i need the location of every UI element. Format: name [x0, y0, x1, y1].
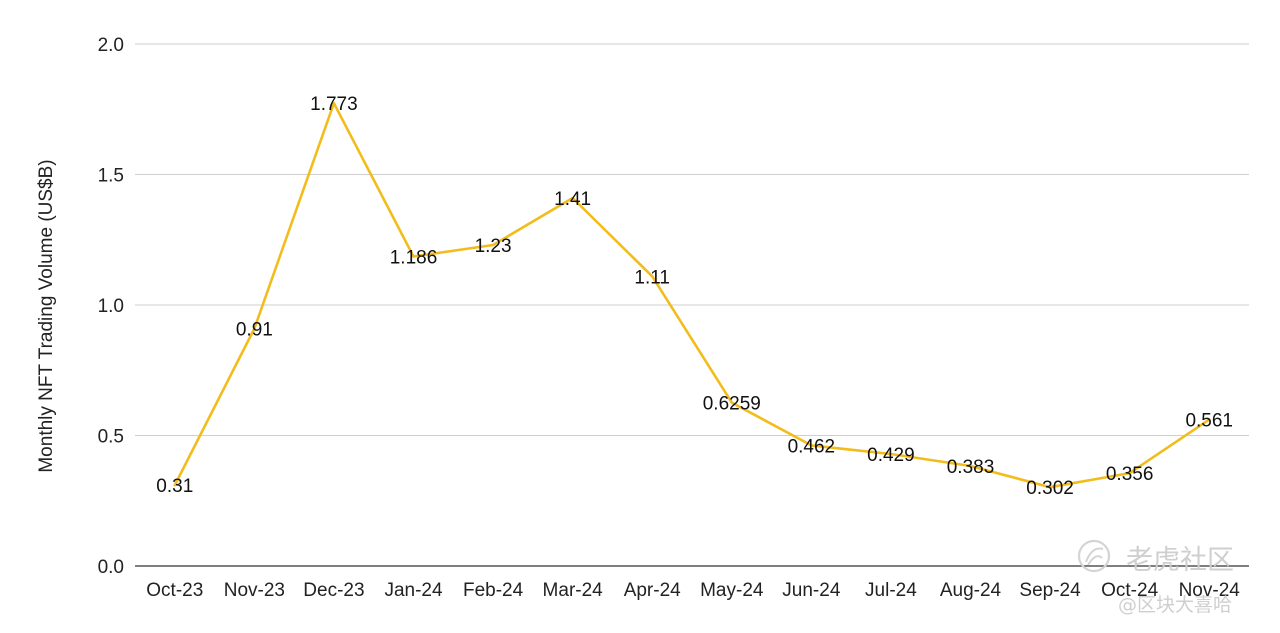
y-tick-label: 0.5: [98, 427, 124, 448]
data-label: 0.462: [788, 436, 836, 457]
x-tick-label: May-24: [700, 580, 764, 601]
watermark-title: 老虎社区: [1126, 545, 1234, 576]
x-tick-label: Dec-23: [303, 580, 364, 601]
x-tick-label: Oct-24: [1101, 580, 1158, 601]
series-line: [173, 101, 1211, 489]
x-tick-label: Mar-24: [543, 580, 604, 601]
data-label: 0.561: [1185, 411, 1233, 432]
x-tick-label: Oct-23: [146, 580, 203, 601]
x-tick-label: Jul-24: [865, 580, 917, 601]
x-tick-label: Apr-24: [624, 580, 681, 601]
x-tick-label: Nov-23: [224, 580, 285, 601]
y-tick-label: 0.0: [98, 557, 124, 578]
tiger-logo-icon: [1077, 539, 1111, 573]
data-labels: 0.31 0.91 1.773 1.186 1.23 1.41 1.11 0.6259 0.46…: [156, 94, 1233, 499]
x-tick-label: Jun-24: [782, 580, 841, 601]
data-label: 0.91: [236, 319, 273, 340]
data-label: 0.31: [156, 476, 193, 497]
data-label: 0.356: [1106, 464, 1154, 485]
series-layer: [173, 101, 1211, 489]
x-axis-ticks: Oct-23 Nov-23 Dec-23 Jan-24 Feb-24 Mar-24 Apr-…: [146, 580, 1240, 601]
x-tick-label: Nov-24: [1179, 580, 1241, 601]
x-tick-label: Aug-24: [940, 580, 1002, 601]
watermark-handle: @区块大喜哈: [1118, 594, 1232, 616]
y-axis-ticks: 0.0 0.5 1.0 1.5 2.0: [98, 35, 124, 578]
data-label: 1.23: [475, 236, 512, 257]
y-tick-label: 1.0: [98, 296, 124, 317]
x-tick-label: Jan-24: [384, 580, 443, 601]
data-label: 0.6259: [703, 394, 761, 415]
data-label: 0.302: [1026, 478, 1074, 499]
x-tick-label: Sep-24: [1019, 580, 1081, 601]
y-tick-label: 2.0: [98, 35, 124, 56]
data-label: 0.383: [947, 457, 995, 478]
data-label: 1.186: [390, 247, 438, 268]
x-tick-label: Feb-24: [463, 580, 524, 601]
gridlines: [135, 43, 1249, 567]
y-tick-label: 1.5: [98, 166, 124, 187]
data-label: 0.429: [867, 445, 915, 466]
watermark: 老虎社区 @区块大喜哈: [1077, 539, 1234, 616]
y-axis-title: Monthly NFT Trading Volume (US$B): [36, 159, 57, 472]
data-label: 1.11: [634, 267, 670, 288]
data-label: 1.41: [554, 189, 591, 210]
data-label: 1.773: [310, 94, 358, 115]
